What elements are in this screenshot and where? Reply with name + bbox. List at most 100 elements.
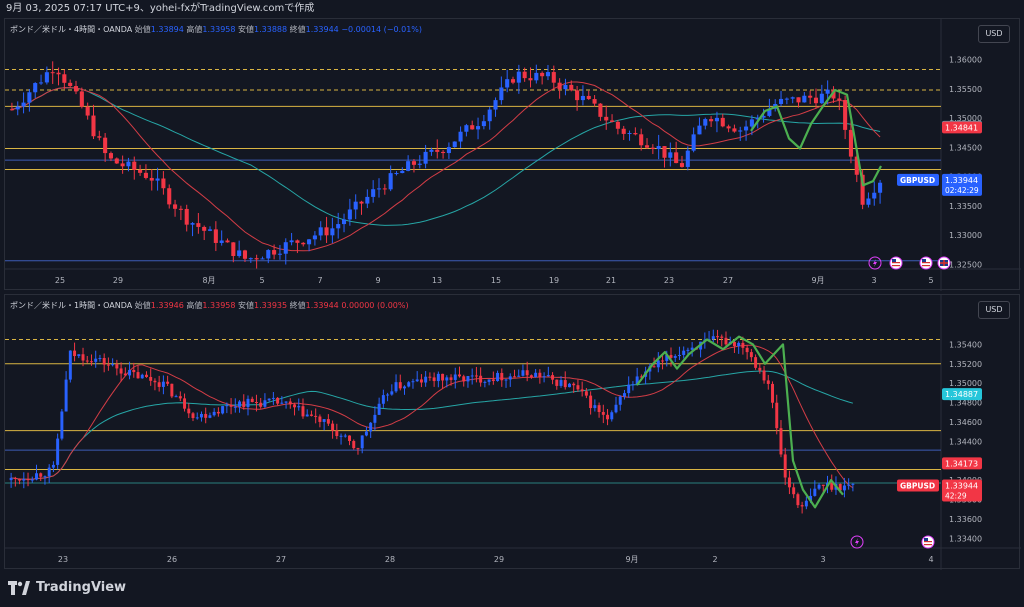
candle bbox=[411, 378, 415, 389]
candle-body bbox=[851, 483, 855, 485]
candle-body bbox=[271, 397, 275, 399]
candle bbox=[843, 95, 848, 140]
chart-pane-4h[interactable]: 1.360001.355001.350001.345001.340001.335… bbox=[4, 18, 1021, 291]
candle bbox=[56, 67, 61, 86]
candle bbox=[364, 426, 368, 437]
candle-body bbox=[267, 398, 271, 401]
time-tick-label: 27 bbox=[723, 276, 733, 285]
candle bbox=[213, 221, 218, 252]
candle bbox=[445, 375, 449, 388]
candle-body bbox=[650, 147, 655, 150]
candle-body bbox=[673, 356, 677, 358]
candle-body bbox=[487, 109, 492, 122]
candle-body bbox=[569, 84, 574, 91]
candle-body bbox=[762, 370, 766, 381]
currency-button[interactable]: USD bbox=[978, 301, 1010, 319]
candle bbox=[783, 447, 787, 486]
candle-body bbox=[745, 347, 749, 353]
candle bbox=[464, 123, 469, 137]
candle-body bbox=[542, 376, 546, 378]
candle bbox=[633, 127, 638, 136]
candle-body bbox=[353, 201, 358, 210]
candle-body bbox=[352, 441, 356, 449]
candle bbox=[119, 362, 123, 382]
candle bbox=[126, 157, 131, 172]
candle-body bbox=[878, 182, 883, 193]
candle bbox=[73, 342, 77, 362]
candle bbox=[650, 144, 655, 155]
candle-body bbox=[331, 423, 335, 431]
candle-body bbox=[458, 131, 463, 142]
chart-pane-1h[interactable]: 1.35400 1.35200 1.35000 1.34800 1.34600 1.344… bbox=[4, 294, 1021, 570]
candle bbox=[318, 414, 322, 428]
candle-body bbox=[800, 505, 804, 507]
candle-body bbox=[174, 396, 178, 398]
candle bbox=[9, 102, 14, 111]
us-flag-icon bbox=[919, 256, 933, 270]
candle bbox=[679, 155, 685, 168]
legend-high-label: 高値 bbox=[186, 25, 203, 34]
candle bbox=[711, 329, 715, 343]
candle-body bbox=[266, 250, 271, 259]
candle bbox=[593, 399, 597, 412]
candle-body bbox=[312, 235, 317, 240]
candle bbox=[500, 368, 504, 387]
candle bbox=[238, 400, 242, 413]
candlestick-chart-1h[interactable]: 1.35400 1.35200 1.35000 1.34800 1.34600 1.344… bbox=[5, 295, 1021, 570]
candle-body bbox=[685, 150, 690, 167]
candle bbox=[720, 334, 724, 347]
candle-body bbox=[178, 396, 182, 399]
candle-body bbox=[614, 404, 618, 413]
candle-body bbox=[324, 227, 329, 236]
currency-button[interactable]: USD bbox=[978, 25, 1010, 43]
candle bbox=[85, 355, 89, 364]
legend-high-value: 1.33958 bbox=[202, 301, 236, 310]
candle-body bbox=[242, 250, 248, 259]
candle bbox=[123, 367, 127, 376]
candle-body bbox=[231, 242, 236, 257]
candle-body bbox=[326, 419, 330, 424]
legend-low-label: 安値 bbox=[238, 301, 255, 310]
candle-body bbox=[364, 431, 368, 436]
candle-body bbox=[284, 401, 288, 403]
candlestick-chart-4h[interactable]: 1.360001.355001.350001.345001.340001.335… bbox=[5, 19, 1021, 291]
candle bbox=[212, 408, 216, 417]
candle bbox=[284, 401, 288, 409]
candle-body bbox=[132, 161, 137, 170]
candle-body bbox=[669, 354, 673, 358]
candle-body bbox=[423, 151, 428, 164]
candle bbox=[767, 98, 772, 118]
candle bbox=[462, 374, 466, 387]
candle bbox=[697, 117, 702, 135]
candle-body bbox=[9, 109, 14, 111]
candle bbox=[639, 128, 644, 151]
candle-body bbox=[295, 240, 300, 243]
candle-body bbox=[572, 383, 576, 386]
candle-body bbox=[347, 209, 352, 220]
candle bbox=[635, 367, 639, 386]
price-tick-label: 1.34400 bbox=[949, 437, 982, 446]
candle bbox=[589, 391, 593, 415]
candle-body bbox=[580, 95, 585, 101]
time-tick-label: 23 bbox=[664, 276, 674, 285]
candle-body bbox=[305, 414, 309, 417]
candle-body bbox=[714, 117, 719, 122]
candle bbox=[487, 379, 491, 386]
price-badge: 1.34841 bbox=[942, 121, 982, 134]
candle bbox=[62, 69, 67, 90]
candle bbox=[476, 117, 481, 140]
legend-change: 0.00000 (0.00%) bbox=[341, 301, 409, 310]
candle-body bbox=[207, 229, 213, 231]
legend-open-value: 1.33946 bbox=[150, 301, 184, 310]
candle bbox=[529, 374, 533, 379]
candle-body bbox=[589, 395, 593, 409]
candle-body bbox=[183, 398, 187, 409]
candle-body bbox=[656, 360, 660, 368]
legend-low-value: 1.33888 bbox=[254, 25, 288, 34]
candle-body bbox=[551, 375, 555, 380]
tradingview-logo[interactable]: TradingView bbox=[8, 580, 126, 595]
candle-body bbox=[610, 412, 614, 420]
candle bbox=[525, 361, 529, 382]
candle bbox=[114, 157, 119, 164]
